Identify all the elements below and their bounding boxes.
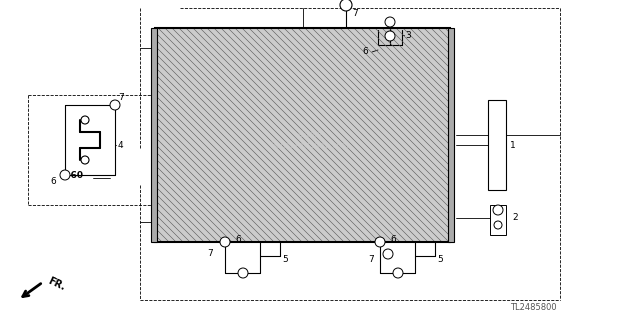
Bar — [151, 28, 157, 242]
Bar — [448, 28, 454, 242]
Text: 2: 2 — [512, 213, 518, 222]
Circle shape — [383, 249, 393, 259]
Text: B-60: B-60 — [60, 170, 83, 180]
Circle shape — [340, 0, 352, 11]
Text: 6: 6 — [362, 48, 368, 56]
Circle shape — [60, 170, 70, 180]
Circle shape — [393, 268, 403, 278]
Text: 6: 6 — [390, 235, 396, 244]
Text: eStore
HondaPartsNow.com: eStore HondaPartsNow.com — [271, 130, 349, 150]
Text: 6: 6 — [235, 235, 241, 244]
Circle shape — [385, 17, 395, 27]
Text: 4: 4 — [118, 140, 124, 150]
Circle shape — [238, 268, 248, 278]
Text: 5: 5 — [437, 256, 443, 264]
Circle shape — [81, 156, 89, 164]
Circle shape — [494, 221, 502, 229]
Circle shape — [110, 100, 120, 110]
Text: 7: 7 — [368, 256, 374, 264]
Circle shape — [81, 116, 89, 124]
Text: 7: 7 — [207, 249, 212, 258]
Bar — [488, 100, 506, 190]
Text: 6: 6 — [50, 177, 56, 187]
Text: 7: 7 — [118, 93, 124, 102]
Text: 3: 3 — [405, 31, 411, 40]
Text: 7: 7 — [352, 9, 358, 18]
Text: TL2485800: TL2485800 — [510, 302, 557, 311]
Circle shape — [220, 237, 230, 247]
Bar — [155, 28, 450, 242]
Circle shape — [385, 31, 395, 41]
Circle shape — [375, 237, 385, 247]
Bar — [155, 28, 450, 242]
Text: FR.: FR. — [46, 276, 67, 292]
Text: 5: 5 — [282, 256, 288, 264]
Text: 1: 1 — [510, 140, 516, 150]
Circle shape — [493, 205, 503, 215]
Bar — [490, 205, 506, 235]
